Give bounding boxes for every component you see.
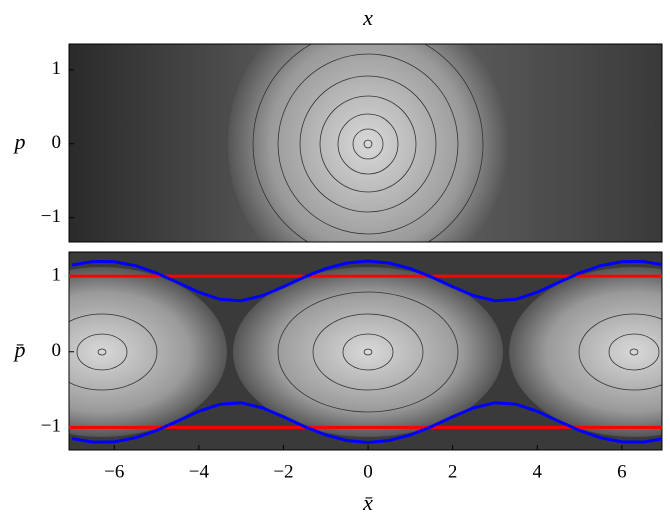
frame — [68, 43, 663, 243]
x-tick-label: −6 — [104, 461, 124, 482]
y-label: p̄ — [13, 337, 26, 362]
texture-top — [69, 44, 662, 242]
y-tick-label: 1 — [52, 265, 62, 286]
y-tick-label: 0 — [52, 340, 62, 361]
x-tick-label: −4 — [189, 461, 210, 482]
y-label: p — [13, 129, 26, 154]
curve — [71, 259, 662, 303]
x-tick-label: 4 — [532, 461, 542, 482]
x-tick-label: −2 — [273, 461, 293, 482]
frame — [68, 251, 663, 451]
x-tick-label: 2 — [448, 461, 458, 482]
curve — [71, 401, 662, 444]
texture-bottom — [69, 252, 662, 450]
y-tick-label: 1 — [52, 58, 62, 79]
plot-area — [69, 259, 662, 444]
y-tick-label: −1 — [41, 416, 61, 437]
x-tick-label: 6 — [617, 461, 627, 482]
y-tick-label: 0 — [52, 132, 62, 153]
top-x-label: x — [362, 5, 373, 30]
x-tick-label: 0 — [363, 461, 373, 482]
x-label: x̄ — [362, 490, 373, 515]
y-tick-label: −1 — [41, 206, 61, 227]
